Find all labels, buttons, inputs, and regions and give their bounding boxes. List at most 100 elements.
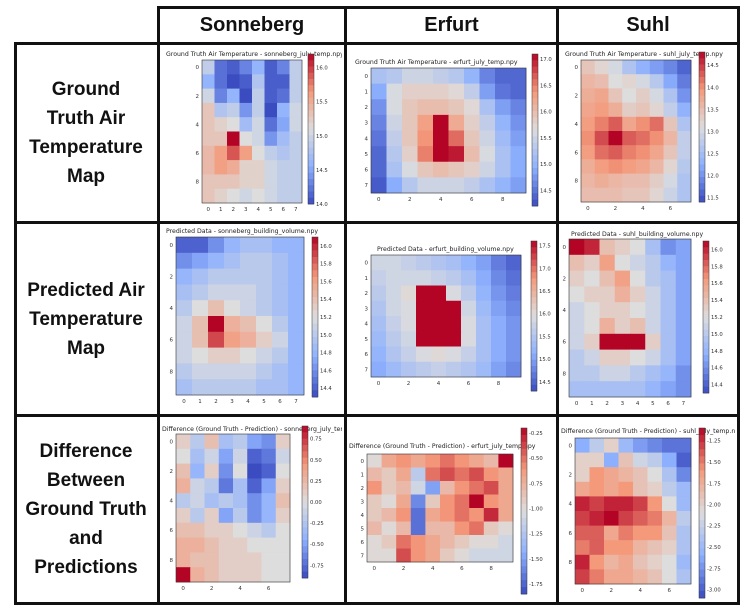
colorbar-tick-label: -0.75 [529, 481, 543, 487]
colorbar-tick-label: -1.75 [529, 582, 543, 588]
heatmap-cell [589, 525, 605, 541]
heatmap-cell [176, 379, 193, 396]
colorbar-segment [532, 199, 538, 207]
heatmap-cell [381, 508, 397, 522]
colorbar-segment [308, 129, 314, 136]
colorbar-segment [308, 79, 314, 86]
heatmap-cell [604, 452, 619, 468]
grid-line [556, 6, 559, 605]
heatmap-cell [663, 145, 678, 160]
heatmap-cell [208, 331, 225, 348]
heatmap-cell [491, 316, 507, 332]
heatmap-cell [662, 554, 677, 570]
colorbar-tick-label: -1.75 [707, 481, 721, 487]
colorbar-tick-label: -2.00 [707, 503, 721, 509]
heatmap-cell [261, 478, 277, 494]
heatmap-cell [214, 160, 228, 175]
colorbar-segment [532, 155, 538, 163]
heatmap-cell [589, 496, 605, 512]
heatmap-cell [622, 88, 637, 103]
colorbar-frame [530, 240, 538, 392]
heatmap-cell [204, 522, 220, 538]
heatmap-cell [402, 114, 418, 131]
heatmap-cell [247, 493, 262, 509]
colorbar-segment [308, 191, 314, 199]
heatmap-cell [264, 117, 278, 132]
heatmap-cell [208, 363, 225, 380]
colorbar-segment [532, 187, 538, 194]
heatmap-cell [618, 554, 634, 570]
colorbar-segment [699, 133, 705, 140]
heatmap-cell [491, 331, 507, 347]
colorbar-segment [521, 476, 527, 484]
heatmap-cell [479, 146, 496, 163]
heatmap-cell [510, 130, 527, 147]
heatmap-cell [446, 285, 462, 302]
y-tick-label: 6 [196, 151, 200, 157]
heatmap-cell [483, 481, 499, 495]
heatmap-cell [676, 540, 692, 556]
heatmap-cell [630, 333, 646, 350]
heatmap-cell [622, 74, 637, 89]
heatmap-cell [464, 146, 480, 163]
heatmap-cell [464, 99, 480, 116]
heatmap-cell [208, 300, 225, 317]
y-tick-label: 8 [196, 180, 200, 186]
colorbar-segment [703, 272, 709, 280]
colorbar-segment [703, 304, 709, 312]
heatmap-cell [614, 381, 631, 398]
colorbar-segment [521, 566, 527, 574]
heatmap-cell [677, 116, 692, 132]
heatmap-cell [261, 552, 277, 568]
heatmap-cell [264, 160, 278, 175]
heatmap-cell [645, 365, 661, 382]
heatmap-cell [433, 146, 449, 163]
heatmap-cell [575, 496, 590, 512]
heatmap-cell [677, 187, 692, 203]
colorbar-segment [531, 272, 537, 279]
heatmap-cell [675, 365, 692, 382]
colorbar-segment [312, 377, 318, 385]
colorbar-segment [703, 285, 709, 293]
colorbar-segment [532, 92, 538, 99]
heatmap-cell [589, 467, 605, 483]
colorbar-frame [698, 51, 706, 203]
y-tick-label: 5 [361, 526, 365, 532]
colorbar-segment [312, 297, 318, 305]
heatmap-cell [277, 174, 290, 190]
heatmap-cell [491, 270, 507, 286]
heatmap-cell [396, 454, 412, 468]
heatmap-cell [663, 173, 678, 189]
heatmap-cell [247, 537, 262, 553]
heatmap-cell [604, 481, 619, 497]
heatmap-cell [371, 68, 387, 85]
heatmap-cell [224, 331, 241, 348]
y-tick-label: 4 [569, 502, 573, 508]
colorbar-frame [702, 240, 710, 394]
colorbar-segment [703, 342, 709, 350]
heatmap-cell [649, 173, 664, 189]
heatmap-cell [464, 161, 480, 178]
colorbar-segment [531, 259, 537, 267]
heatmap-cell [381, 548, 397, 563]
heatmap-cell [252, 174, 265, 190]
heatmap-cell [662, 481, 677, 497]
heatmap-cell [618, 452, 634, 468]
heatmap-cell [448, 83, 465, 100]
heatmap-cell [256, 252, 273, 269]
heatmap-cell [633, 569, 648, 585]
heatmap-cell [224, 252, 241, 269]
heatmap-cell [636, 187, 651, 203]
heatmap-cell [663, 74, 678, 89]
heatmap-cell [584, 333, 600, 350]
heatmap-cell [660, 349, 677, 366]
x-tick-label: 6 [282, 207, 286, 213]
heatmap-cell [433, 83, 449, 100]
colorbar-tick-label: 14.5 [707, 63, 719, 69]
x-tick-label: 0 [373, 566, 377, 572]
heatmap-cell [599, 333, 616, 350]
heatmap-cell [218, 537, 234, 553]
colorbar-segment [302, 483, 308, 490]
heatmap-cell [464, 68, 480, 85]
heatmap-cell [469, 548, 485, 563]
